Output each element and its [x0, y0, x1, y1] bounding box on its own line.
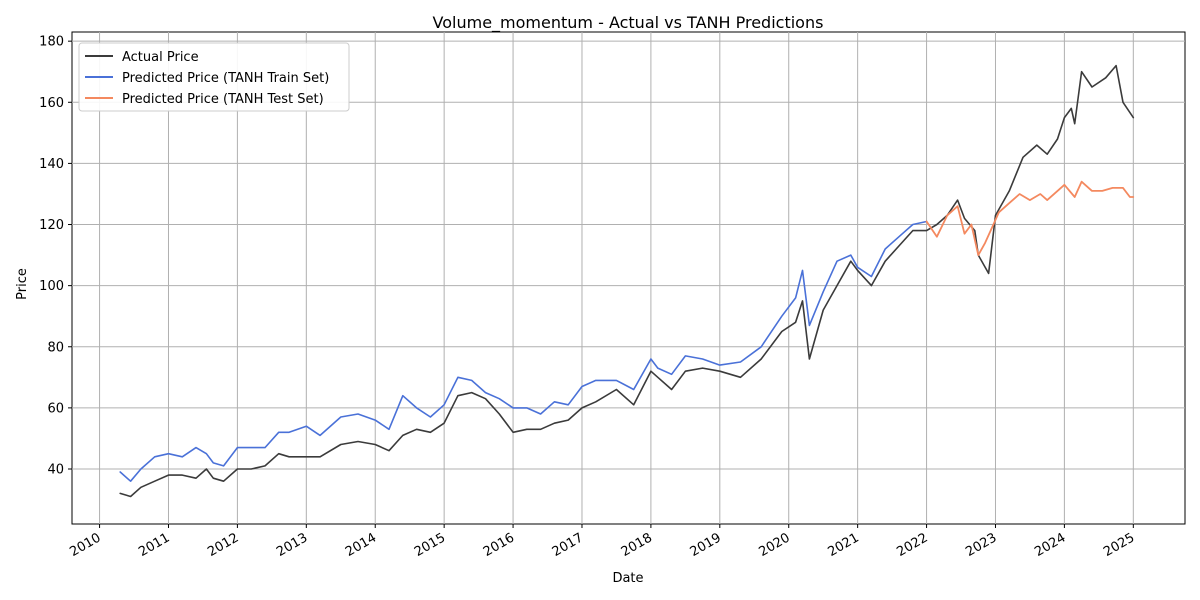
legend-label-test: Predicted Price (TANH Test Set): [122, 92, 324, 107]
y-tick-label: 80: [47, 340, 64, 355]
chart-title: Volume_momentum - Actual vs TANH Predict…: [433, 13, 824, 33]
x-tick-label: 2018: [619, 530, 655, 560]
x-tick-label: 2021: [825, 530, 861, 560]
x-tick-label: 2024: [1032, 530, 1068, 560]
y-tick-label: 40: [47, 462, 64, 477]
series-line-0: [119, 64, 1135, 498]
legend-label-actual: Actual Price: [122, 50, 199, 65]
y-tick-label: 180: [39, 35, 64, 50]
y-tick-label: 140: [39, 157, 64, 172]
x-tick-label: 2011: [136, 530, 172, 560]
series-line-2: [925, 180, 1135, 257]
grid: [72, 32, 1185, 524]
y-tick-label: 160: [39, 96, 64, 111]
x-tick-label: 2010: [67, 530, 103, 560]
y-tick-label: 120: [39, 218, 64, 233]
plot-frame: [71, 31, 1186, 525]
x-tick-label: 2019: [688, 530, 724, 560]
y-tick-label: 60: [47, 401, 64, 416]
x-tick-label: 2015: [412, 530, 448, 560]
legend-box: [78, 42, 350, 112]
x-tick-label: 2023: [963, 530, 999, 560]
x-tick-label: 2013: [274, 530, 310, 560]
y-axis-label: Price: [15, 268, 30, 300]
legend: Actual Price Predicted Price (TANH Train…: [78, 42, 350, 112]
x-tick-label: 2025: [1101, 530, 1137, 560]
series-lines: [119, 64, 1135, 498]
x-tick-label: 2017: [550, 530, 586, 560]
legend-label-train: Predicted Price (TANH Train Set): [122, 71, 329, 86]
x-tick-label: 2016: [481, 530, 517, 560]
x-axis-label: Date: [612, 571, 643, 586]
x-tick-label: 2020: [757, 530, 793, 560]
x-tick-label: 2014: [343, 530, 379, 560]
y-tick-label: 100: [39, 279, 64, 294]
x-tick-label: 2022: [894, 530, 930, 560]
series-line-1: [119, 220, 928, 483]
x-tick-label: 2012: [205, 530, 241, 560]
